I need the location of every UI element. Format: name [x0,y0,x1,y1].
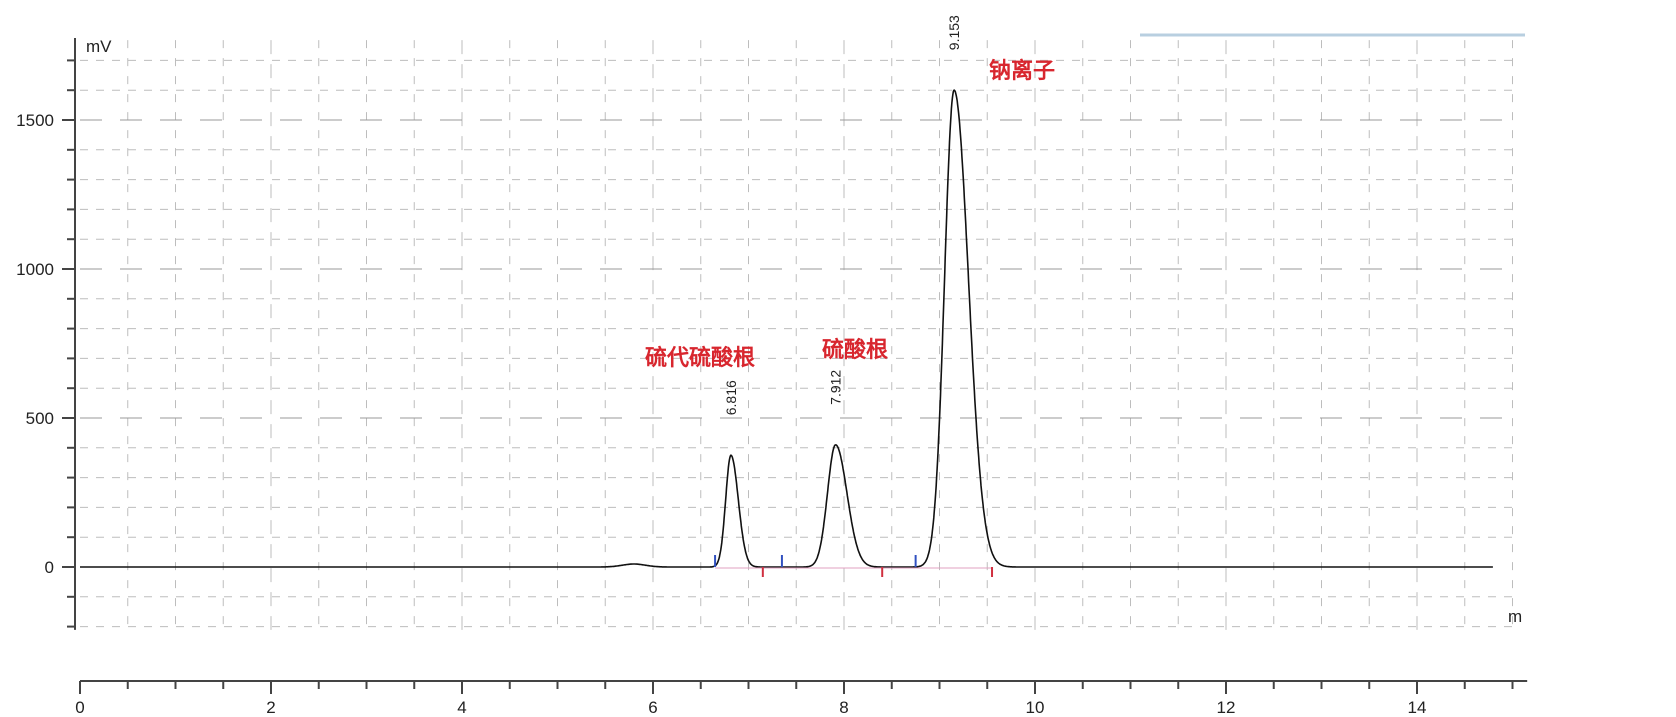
peak-name-annotation: 钠离子 [989,58,1055,84]
y-axis-label: mV [86,37,112,56]
peak-name-annotation: 硫酸根 [822,337,888,363]
y-tick-label: 1500 [16,111,54,130]
peak-retention-label: 7.912 [828,370,844,405]
x-tick-label: 6 [648,698,657,717]
trace [80,89,1493,577]
grid [80,40,1520,630]
chromatogram-trace [80,89,1493,568]
x-tick-label: 10 [1026,698,1045,717]
x-tick-label: 8 [839,698,848,717]
peak-retention-label: 6.816 [723,380,739,415]
y-tick-label: 0 [45,558,54,577]
x-tick-label: 0 [75,698,84,717]
x-axis-label: m [1508,607,1522,626]
x-tick-label: 2 [266,698,275,717]
x-tick-label: 4 [457,698,466,717]
peak-labels: 6.816 硫代硫酸根 7.912 硫酸根 9.153 钠离子 [645,15,1055,415]
x-tick-label: 12 [1217,698,1236,717]
x-tick-label: 14 [1408,698,1427,717]
y-tick-label: 500 [26,409,54,428]
peak-name-annotation: 硫代硫酸根 [645,345,755,371]
axes: 0 500 1000 1500 0 2 4 6 8 10 12 14 [16,38,1528,717]
peak-retention-label: 9.153 [946,15,962,50]
y-tick-label: 1000 [16,260,54,279]
